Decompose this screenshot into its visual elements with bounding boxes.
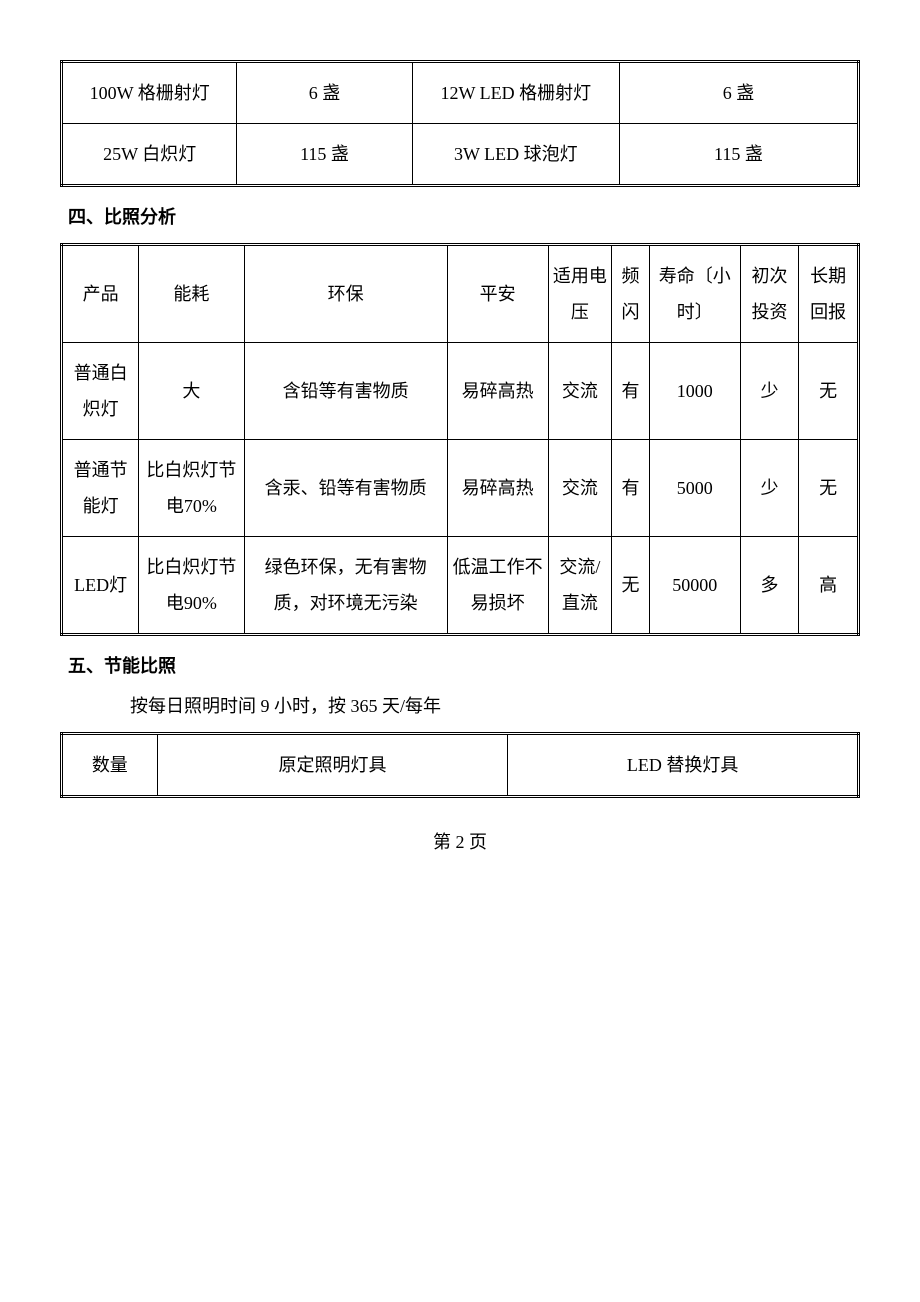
cell: 大 [139,343,244,440]
cell: 易碎高热 [447,343,548,440]
header-cell: LED 替换灯具 [508,734,859,797]
header-cell: 寿命〔小时〕 [649,245,740,343]
header-cell: 数量 [62,734,158,797]
cell: 易碎高热 [447,440,548,537]
header-cell: 平安 [447,245,548,343]
cell: 含汞、铅等有害物质 [244,440,447,537]
cell: 交流 [548,343,612,440]
section-5-note: 按每日照明时间 9 小时，按 365 天/每年 [60,692,860,718]
cell: 少 [740,343,799,440]
cell: 含铅等有害物质 [244,343,447,440]
table-header-row: 数量 原定照明灯具 LED 替换灯具 [62,734,859,797]
header-cell: 环保 [244,245,447,343]
cell: LED灯 [62,537,139,635]
table-energy-saving: 数量 原定照明灯具 LED 替换灯具 [60,732,860,798]
cell: 少 [740,440,799,537]
header-cell: 频闪 [612,245,650,343]
cell: 12W LED 格栅射灯 [412,62,619,124]
cell: 高 [799,537,859,635]
header-cell: 产品 [62,245,139,343]
table-row: 普通节能灯 比白炽灯节电70% 含汞、铅等有害物质 易碎高热 交流 有 5000… [62,440,859,537]
cell: 交流 [548,440,612,537]
cell: 115 盏 [237,124,412,186]
cell: 比白炽灯节电90% [139,537,244,635]
cell: 无 [799,440,859,537]
header-cell: 适用电压 [548,245,612,343]
table-comparison-analysis: 产品 能耗 环保 平安 适用电压 频闪 寿命〔小时〕 初次投资 长期回报 普通白… [60,243,860,636]
header-cell: 能耗 [139,245,244,343]
cell: 115 盏 [619,124,858,186]
cell: 比白炽灯节电70% [139,440,244,537]
cell: 50000 [649,537,740,635]
cell: 交流/直流 [548,537,612,635]
cell: 6 盏 [619,62,858,124]
cell: 100W 格栅射灯 [62,62,237,124]
cell: 低温工作不易损坏 [447,537,548,635]
cell: 3W LED 球泡灯 [412,124,619,186]
cell: 无 [799,343,859,440]
cell: 1000 [649,343,740,440]
cell: 多 [740,537,799,635]
cell: 普通白炽灯 [62,343,139,440]
cell: 有 [612,440,650,537]
section-heading-4: 四、比照分析 [60,203,860,229]
cell: 25W 白炽灯 [62,124,237,186]
section-heading-5: 五、节能比照 [60,652,860,678]
table-row: LED灯 比白炽灯节电90% 绿色环保，无有害物质，对环境无污染 低温工作不易损… [62,537,859,635]
header-cell: 原定照明灯具 [157,734,508,797]
cell: 5000 [649,440,740,537]
cell: 普通节能灯 [62,440,139,537]
table-row: 25W 白炽灯 115 盏 3W LED 球泡灯 115 盏 [62,124,859,186]
header-cell: 长期回报 [799,245,859,343]
table-header-row: 产品 能耗 环保 平安 适用电压 频闪 寿命〔小时〕 初次投资 长期回报 [62,245,859,343]
header-cell: 初次投资 [740,245,799,343]
table-lamp-replacement: 100W 格栅射灯 6 盏 12W LED 格栅射灯 6 盏 25W 白炽灯 1… [60,60,860,187]
cell: 绿色环保，无有害物质，对环境无污染 [244,537,447,635]
cell: 有 [612,343,650,440]
cell: 无 [612,537,650,635]
table-row: 普通白炽灯 大 含铅等有害物质 易碎高热 交流 有 1000 少 无 [62,343,859,440]
cell: 6 盏 [237,62,412,124]
page-container: 100W 格栅射灯 6 盏 12W LED 格栅射灯 6 盏 25W 白炽灯 1… [60,60,860,854]
table-row: 100W 格栅射灯 6 盏 12W LED 格栅射灯 6 盏 [62,62,859,124]
page-number: 第 2 页 [60,828,860,854]
